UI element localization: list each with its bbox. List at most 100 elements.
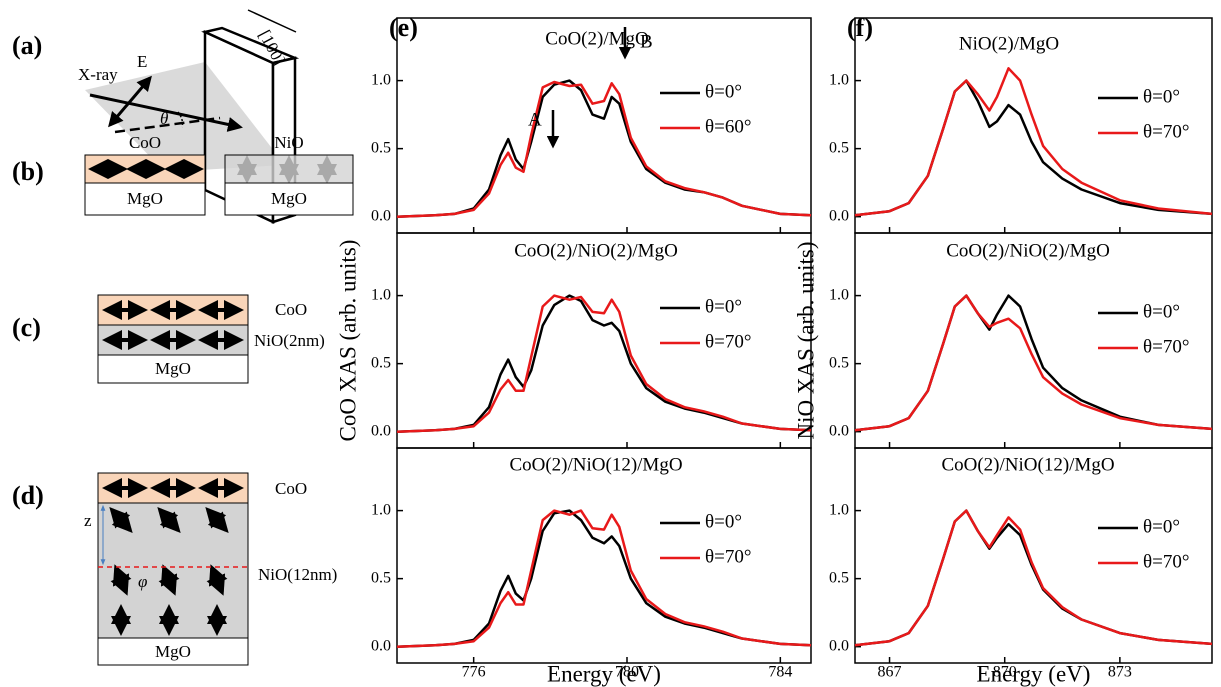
annotation: B xyxy=(640,31,653,52)
legend-label: θ=70° xyxy=(705,546,751,567)
y-tick-label: 1.0 xyxy=(371,501,391,518)
x-tick-label: 873 xyxy=(1108,664,1132,681)
series-line xyxy=(396,509,812,648)
legend-label: θ=60° xyxy=(705,116,751,137)
y-tick-label: 0.5 xyxy=(829,354,849,371)
y-tick-label: 1.0 xyxy=(371,286,391,303)
series-line xyxy=(396,294,812,433)
mgo-layer xyxy=(84,182,206,216)
layer-label: CoO xyxy=(275,479,307,498)
layer-label: MgO xyxy=(155,359,191,378)
legend-label: θ=0° xyxy=(705,511,742,532)
x-tick-label: 776 xyxy=(462,664,486,681)
legend-label: θ=0° xyxy=(1143,86,1180,107)
layer-label: CoO xyxy=(275,300,307,319)
xray-label: X-ray xyxy=(78,65,118,84)
mgo-layer xyxy=(97,354,249,384)
chart-title: CoO(2)/NiO(12)/MgO xyxy=(509,454,682,475)
y-tick-label: 0.0 xyxy=(371,207,391,224)
chart: 0.0 0.5 1.0 θ=0° θ=70° NiO(2)/MgO (f) xyxy=(829,13,1213,234)
spins xyxy=(102,300,244,350)
legend-label: θ=70° xyxy=(1143,551,1189,572)
series-line xyxy=(854,294,1213,432)
chart: 0.0 0.5 1.0 θ=0° θ=70° CoO(2)/NiO(2)/MgO CoO X… xyxy=(335,232,812,449)
x-tick-label: 780 xyxy=(615,664,639,681)
angle-label: φ xyxy=(138,572,147,591)
series-line xyxy=(396,80,812,218)
layer-label: NiO(12nm) xyxy=(258,565,337,584)
chart-title: NiO(2)/MgO xyxy=(959,33,1059,54)
x-tick-label: 784 xyxy=(768,664,792,681)
spins xyxy=(102,478,244,636)
diagram-c: (c) CoO NiO(2nm) MgO xyxy=(12,294,325,384)
y-axis-label: CoO XAS (arb. units) xyxy=(335,240,360,442)
y-tick-label: 0.5 xyxy=(829,569,849,586)
angle-label: θ xyxy=(160,109,168,128)
x-axis-label: Energy (eV) xyxy=(547,661,661,686)
plot-frame xyxy=(854,447,1213,664)
y-tick-label: 1.0 xyxy=(829,501,849,518)
angle-arc xyxy=(177,111,184,128)
panel-label: (c) xyxy=(12,313,41,342)
legend-label: θ=70° xyxy=(705,331,751,352)
diagram-b: (b) CoO MgO NiO MgO xyxy=(12,133,354,216)
y-axis-label: NiO XAS (arb. units) xyxy=(793,241,818,439)
x-tick-label: 870 xyxy=(993,664,1017,681)
panel-label: (d) xyxy=(12,481,44,510)
y-tick-label: 0.0 xyxy=(371,422,391,439)
chart: 0.0 0.5 1.0 θ=0° θ=60° CoO(2)/MgO (e) A B xyxy=(371,13,812,234)
y-tick-label: 1.0 xyxy=(829,71,849,88)
x-axis-label: Energy (eV) xyxy=(977,661,1091,686)
mgo-layer xyxy=(224,182,354,216)
panel-label: (f) xyxy=(847,13,873,42)
layer-label: NiO xyxy=(274,133,303,152)
chart-title: CoO(2)/MgO xyxy=(545,28,648,49)
y-tick-label: 0.5 xyxy=(371,569,391,586)
field-label: E xyxy=(137,52,147,71)
y-tick-label: 0.5 xyxy=(371,139,391,156)
layer-label: MgO xyxy=(155,642,191,661)
series-line xyxy=(854,67,1213,217)
layer-label: MgO xyxy=(271,189,307,208)
series-line xyxy=(854,509,1213,647)
layer-label: NiO(2nm) xyxy=(254,331,325,350)
y-tick-label: 0.0 xyxy=(829,637,849,654)
chart: 0.0 0.5 1.0 θ=0° θ=70° CoO(2)/NiO(2)/MgO NiO X… xyxy=(793,232,1213,449)
y-tick-label: 0.0 xyxy=(829,422,849,439)
y-tick-label: 0.5 xyxy=(829,139,849,156)
legend-label: θ=0° xyxy=(705,296,742,317)
legend-label: θ=70° xyxy=(1143,336,1189,357)
panel-label: (e) xyxy=(389,13,418,42)
panel-label: (b) xyxy=(12,157,44,186)
projection xyxy=(114,116,221,134)
y-tick-label: 0.5 xyxy=(371,354,391,371)
legend-label: θ=0° xyxy=(705,81,742,102)
chart-title: CoO(2)/NiO(2)/MgO xyxy=(514,240,678,261)
series-line xyxy=(396,294,812,433)
panel-label: (a) xyxy=(12,31,42,60)
field-arrow xyxy=(108,75,152,128)
plot-frame xyxy=(396,447,812,664)
diagram-d: (d) z φ CoO NiO(12nm) MgO xyxy=(12,472,337,666)
y-tick-label: 1.0 xyxy=(371,71,391,88)
nio-layer xyxy=(224,154,354,184)
chart-title: CoO(2)/NiO(2)/MgO xyxy=(946,240,1110,261)
chart: 0.0 0.5 1.0 867 870 873 θ=0° θ=70° CoO(2)/NiO(12… xyxy=(829,447,1213,686)
chart: 0.0 0.5 1.0 776 780 784 θ=0° θ=70° CoO(2)/NiO(12… xyxy=(371,447,812,686)
legend-label: θ=70° xyxy=(1143,121,1189,142)
y-tick-label: 1.0 xyxy=(829,286,849,303)
y-tick-label: 0.0 xyxy=(371,637,391,654)
layer-label: CoO xyxy=(129,133,161,152)
x-tick-label: 867 xyxy=(878,664,902,681)
annotation: A xyxy=(528,109,542,130)
series-line xyxy=(396,509,812,648)
depth-label: z xyxy=(84,511,92,530)
chart-title: CoO(2)/NiO(12)/MgO xyxy=(941,454,1114,475)
mgo-layer xyxy=(97,637,249,666)
legend-label: θ=0° xyxy=(1143,516,1180,537)
layer-label: MgO xyxy=(127,189,163,208)
direction-line xyxy=(247,9,297,33)
legend-label: θ=0° xyxy=(1143,301,1180,322)
y-tick-label: 0.0 xyxy=(829,207,849,224)
